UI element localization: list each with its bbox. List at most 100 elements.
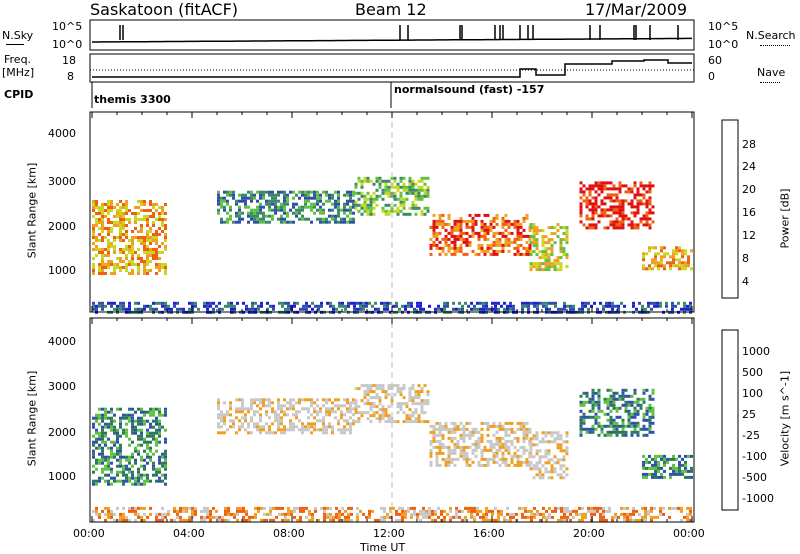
data-cell — [334, 199, 337, 203]
data-cell — [443, 509, 446, 513]
data-cell — [606, 181, 610, 185]
data-cell — [92, 434, 95, 438]
data-cell — [483, 463, 487, 467]
data-cell — [414, 408, 418, 412]
data-cell — [119, 212, 122, 215]
data-cell — [277, 190, 280, 194]
data-cell — [565, 452, 569, 456]
data-cell — [627, 418, 631, 422]
data-cell — [509, 518, 512, 522]
data-cell — [110, 410, 113, 414]
data-cell — [329, 515, 332, 519]
data-cell — [116, 304, 119, 308]
data-cell — [359, 509, 362, 513]
data-cell — [95, 431, 98, 435]
data-cell — [164, 449, 167, 453]
data-cell — [366, 209, 370, 213]
data-cell — [687, 255, 690, 259]
data-cell — [349, 404, 352, 408]
data-cell — [588, 184, 592, 188]
data-cell — [423, 212, 427, 216]
data-cell — [101, 431, 104, 435]
data-cell — [585, 226, 589, 230]
data-cell — [419, 307, 422, 311]
data-cell — [372, 390, 376, 394]
data-cell — [627, 400, 631, 404]
data-cell — [516, 225, 520, 229]
data-cell — [320, 506, 323, 510]
data-cell — [530, 515, 533, 519]
data-cell — [107, 482, 110, 486]
data-cell — [432, 445, 436, 449]
data-cell — [314, 506, 317, 510]
data-cell — [134, 419, 137, 423]
data-cell — [101, 452, 104, 456]
data-cell — [593, 509, 596, 513]
data-cell — [486, 237, 490, 241]
data-cell — [591, 211, 595, 215]
data-cell — [495, 442, 499, 446]
data-cell — [630, 220, 634, 224]
data-cell — [486, 231, 490, 235]
data-cell — [343, 220, 346, 224]
data-cell — [447, 213, 451, 217]
data-cell — [489, 448, 493, 452]
data-cell — [603, 184, 607, 188]
data-cell — [217, 193, 220, 197]
data-cell — [152, 461, 155, 465]
data-cell — [579, 181, 583, 185]
data-cell — [550, 232, 554, 236]
data-cell — [134, 425, 137, 429]
data-cell — [229, 193, 232, 197]
data-cell — [217, 398, 220, 402]
data-cell — [206, 512, 209, 516]
data-cell — [335, 307, 338, 311]
data-cell — [113, 431, 116, 435]
data-cell — [354, 203, 358, 207]
data-cell — [411, 206, 415, 210]
data-cell — [516, 222, 520, 226]
data-cell — [380, 301, 383, 305]
data-cell — [465, 454, 469, 458]
data-cell — [645, 388, 649, 392]
data-cell — [553, 467, 557, 471]
data-cell — [402, 176, 406, 180]
data-cell — [235, 211, 238, 215]
data-cell — [268, 202, 271, 206]
data-cell — [298, 217, 301, 221]
data-cell — [456, 237, 460, 241]
data-cell — [125, 206, 128, 209]
data-cell — [645, 267, 648, 271]
data-cell — [657, 469, 660, 473]
data-cell — [612, 184, 616, 188]
data-cell — [618, 415, 622, 419]
data-cell — [470, 509, 473, 513]
data-cell — [446, 512, 449, 516]
data-cell — [363, 393, 367, 397]
data-cell — [547, 458, 551, 462]
data-cell — [542, 512, 545, 516]
data-cell — [92, 470, 95, 474]
data-cell — [563, 506, 566, 510]
data-cell — [525, 457, 529, 461]
data-cell — [450, 252, 454, 256]
data-cell — [438, 430, 442, 434]
data-cell — [579, 394, 583, 398]
data-cell — [609, 208, 613, 212]
data-cell — [101, 437, 104, 441]
data-cell — [107, 209, 110, 212]
data-cell — [161, 230, 164, 233]
data-cell — [209, 518, 212, 522]
data-cell — [556, 431, 560, 435]
data-cell — [313, 428, 316, 432]
data-cell — [617, 304, 620, 308]
data-cell — [257, 307, 260, 311]
data-cell — [384, 191, 388, 195]
data-cell — [299, 518, 302, 522]
data-cell — [92, 307, 95, 311]
data-cell — [305, 307, 308, 311]
data-cell — [468, 457, 472, 461]
data-cell — [535, 229, 539, 233]
data-cell — [152, 464, 155, 468]
data-cell — [146, 251, 149, 254]
